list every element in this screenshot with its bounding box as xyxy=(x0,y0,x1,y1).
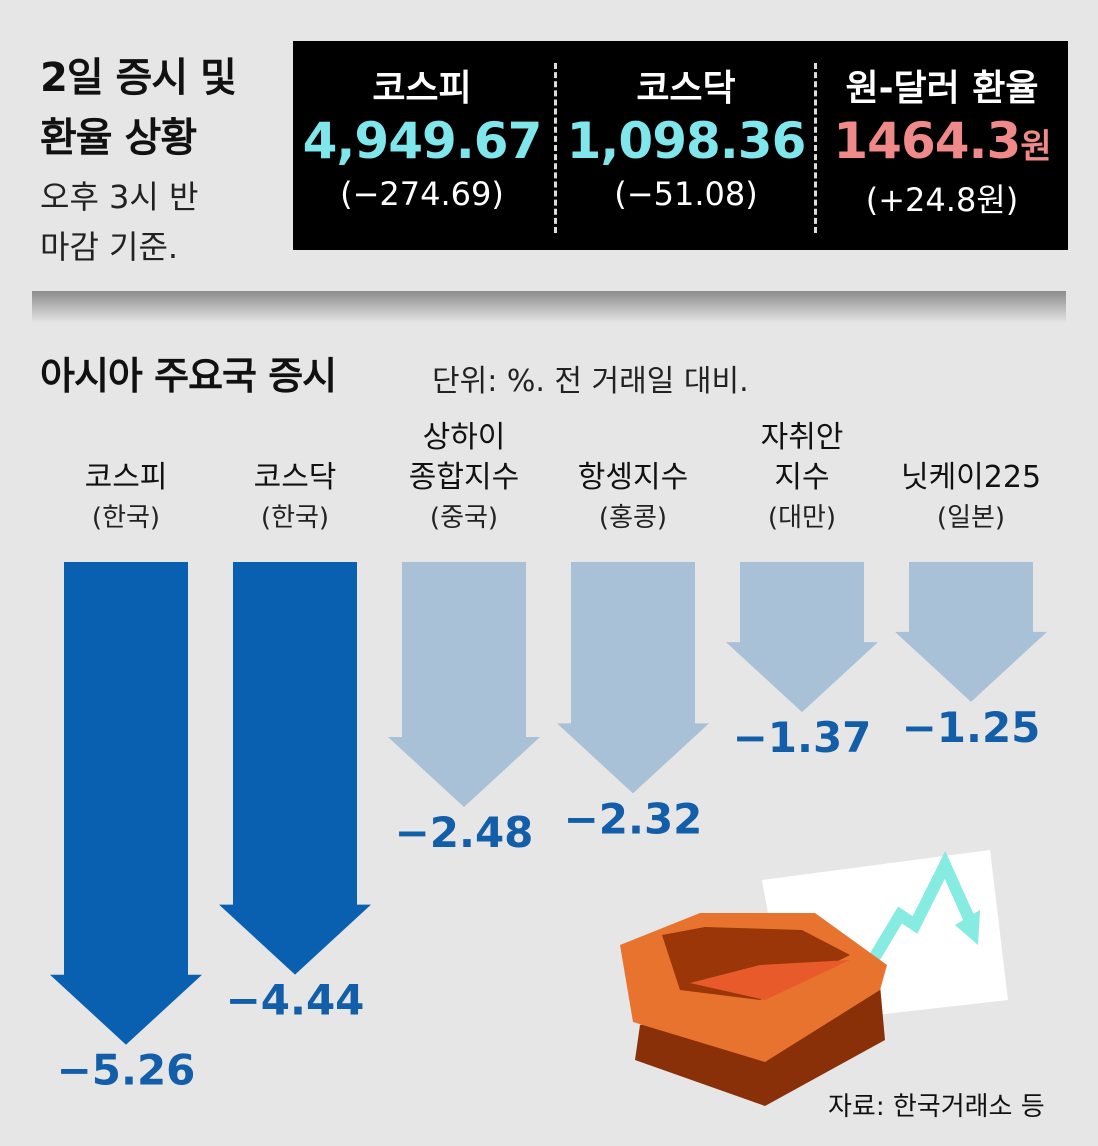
subtitle-line: 오후 3시 반 xyxy=(40,178,199,216)
data-label: −2.48 xyxy=(395,808,534,857)
category-country: (한국) xyxy=(260,503,330,533)
category-label: 닛케이225 (일본) xyxy=(886,458,1056,538)
data-label: −5.26 xyxy=(57,1046,196,1095)
bar-arrow-2 xyxy=(219,562,371,975)
title-line: 2일 증시 및 xyxy=(40,55,237,101)
category-name: 코스닥 xyxy=(253,460,337,495)
data-label: −4.44 xyxy=(226,976,365,1025)
bar-arrow-5 xyxy=(726,562,878,713)
subtitle: 오후 3시 반 마감 기준. xyxy=(40,172,198,272)
source-note: 자료: 한국거래소 등 xyxy=(828,1092,1045,1122)
summary-value: 1,098.36 xyxy=(566,112,807,170)
category-label: 코스피 (한국) xyxy=(41,458,211,538)
summary-kospi: 코스피 4,949.67 (−274.69) xyxy=(293,41,551,250)
category-name: 상하이 xyxy=(422,420,506,455)
subtitle-line: 마감 기준. xyxy=(40,228,179,266)
category-name: 종합지수 xyxy=(408,460,520,495)
value-unit: 원 xyxy=(1020,127,1051,167)
category-name: 지수 xyxy=(774,460,830,495)
category-name: 자취안 xyxy=(760,420,844,455)
summary-change: (+24.8원) xyxy=(865,181,1019,219)
data-label: −1.37 xyxy=(733,713,872,762)
summary-kosdaq: 코스닥 1,098.36 (−51.08) xyxy=(557,41,815,250)
summary-value: 4,949.67 xyxy=(302,112,543,170)
category-label: 항셍지수 (홍콩) xyxy=(548,458,718,538)
category-label: 코스닥 (한국) xyxy=(210,458,380,538)
data-label: −1.25 xyxy=(902,703,1041,752)
summary-label: 코스피 xyxy=(372,68,472,109)
section-divider xyxy=(32,291,1066,323)
illustration xyxy=(620,850,1008,1106)
divider xyxy=(554,63,557,233)
bar-arrow-4 xyxy=(557,562,709,794)
category-name: 코스피 xyxy=(84,460,168,495)
pot-floor xyxy=(690,960,850,1000)
bar-arrow-6 xyxy=(895,562,1047,702)
section-title: 아시아 주요국 증시 xyxy=(40,354,337,398)
category-country: (한국) xyxy=(91,503,161,533)
summary-change: (−51.08) xyxy=(614,175,758,213)
unit-note: 단위: %. 전 거래일 대비. xyxy=(432,364,749,399)
category-name: 닛케이225 xyxy=(900,460,1042,495)
market-summary-box: 코스피 4,949.67 (−274.69) 코스닥 1,098.36 (−51… xyxy=(293,41,1068,250)
page-title: 2일 증시 및 환율 상황 xyxy=(40,48,237,168)
category-country: (일본) xyxy=(936,503,1006,533)
title-line: 환율 상황 xyxy=(40,115,197,161)
summary-label: 원-달러 환율 xyxy=(845,68,1039,109)
summary-exchange-rate: 원-달러 환율 1464.3원 (+24.8원) xyxy=(813,41,1071,250)
trend-line-icon xyxy=(864,851,978,969)
summary-change: (−274.69) xyxy=(340,175,504,213)
value-number: 1464.3 xyxy=(833,112,1021,170)
category-name: 항셍지수 xyxy=(577,460,689,495)
category-country: (중국) xyxy=(429,503,499,533)
category-country: (홍콩) xyxy=(598,503,668,533)
bar-arrow-3 xyxy=(388,562,540,808)
data-label: −2.32 xyxy=(564,794,703,843)
category-country: (대만) xyxy=(767,503,837,533)
bar-arrow-1 xyxy=(50,562,202,1045)
trend-arrow-icon xyxy=(955,910,980,945)
summary-value: 1464.3원 xyxy=(813,111,1071,177)
divider xyxy=(814,63,817,233)
summary-label: 코스닥 xyxy=(636,68,736,109)
